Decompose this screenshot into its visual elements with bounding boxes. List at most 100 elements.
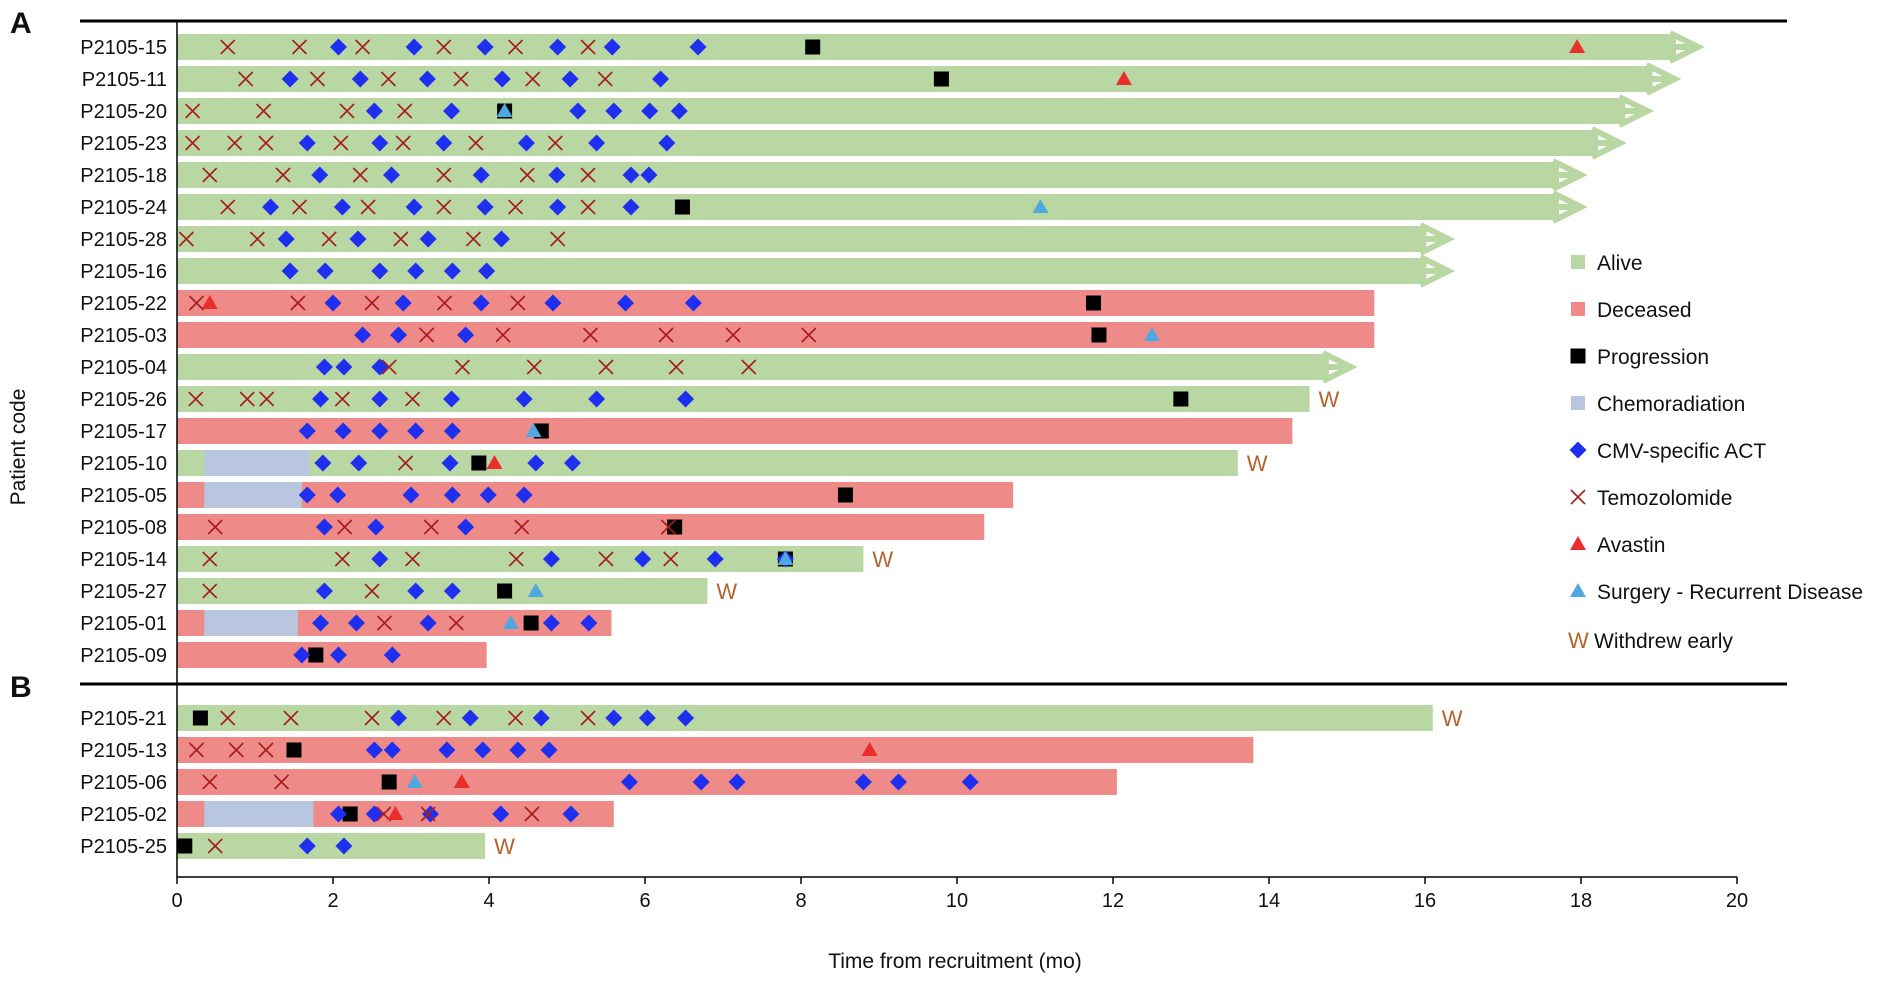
ongoing-arrow (1668, 30, 1705, 64)
temozolomide-marker (597, 71, 613, 87)
temozolomide-marker (580, 710, 596, 726)
act-marker (478, 262, 496, 280)
legend-item: W Withdrew early (1568, 628, 1733, 653)
temozolomide-marker (508, 551, 524, 567)
temozolomide-marker (228, 742, 244, 758)
legend-swatch (1571, 255, 1585, 269)
act-marker (562, 805, 580, 823)
temozolomide-marker (202, 774, 218, 790)
act-marker (658, 134, 676, 152)
temozolomide-marker (404, 551, 421, 567)
temozolomide-marker (321, 231, 337, 247)
act-marker (390, 326, 408, 344)
temozolomide-marker (202, 583, 218, 599)
temozolomide-marker (465, 231, 481, 247)
temozolomide-marker (364, 710, 380, 726)
patient-events (354, 326, 1160, 344)
act-marker (443, 102, 461, 120)
act-marker (281, 70, 299, 88)
patient-code-label: P2105-27 (80, 581, 167, 603)
panel-label: B (10, 671, 32, 704)
survival-bar (177, 386, 1310, 412)
temozolomide-marker (725, 327, 741, 343)
temozolomide-marker (580, 199, 596, 215)
act-marker (405, 198, 423, 216)
temozolomide-marker (207, 838, 223, 854)
patient-row (177, 290, 1375, 316)
progression-marker (837, 487, 853, 503)
patient-row (177, 30, 1705, 64)
act-marker (365, 741, 383, 759)
progression-marker (381, 774, 397, 790)
act-marker (684, 294, 702, 312)
survival-bar (177, 833, 486, 859)
survival-bar (177, 322, 1375, 348)
act-marker (371, 390, 389, 408)
patient-events (177, 837, 353, 855)
act-marker (603, 38, 621, 56)
act-marker (419, 614, 437, 632)
survival-bar (177, 482, 1014, 508)
survival-bar (177, 737, 1254, 763)
patient-events (202, 773, 979, 791)
temozolomide-marker (291, 39, 308, 55)
temozolomide-marker (360, 199, 376, 215)
bars-layer: W W W W W W (177, 30, 1705, 859)
act-marker (961, 773, 979, 791)
act-marker (435, 134, 453, 152)
patient-code-label: P2105-10 (80, 453, 167, 475)
act-marker (329, 805, 347, 823)
patient-code-label: P2105-20 (80, 101, 167, 123)
legend-label: Withdrew early (1594, 630, 1733, 653)
act-marker (588, 390, 606, 408)
legend: Alive Deceased Progression Chemoradiation CM… (1568, 252, 1863, 653)
x-tick-label: 6 (639, 890, 650, 912)
survival-bar (177, 514, 985, 540)
avastin-marker (861, 742, 878, 756)
temozolomide-marker (364, 583, 380, 599)
progression-marker (674, 199, 690, 215)
x-axis-title: Time from recruitment (mo) (828, 950, 1082, 973)
avastin-marker (1115, 71, 1132, 85)
legend-label: Chemoradiation (1597, 393, 1745, 416)
act-marker (347, 614, 365, 632)
act-marker (641, 102, 659, 120)
temozolomide-marker (397, 455, 414, 471)
surgery-marker (496, 103, 513, 117)
temozolomide-marker (188, 391, 204, 407)
temozolomide-marker (420, 806, 436, 822)
survival-bar (177, 226, 1427, 252)
act-marker (367, 518, 385, 536)
temozolomide-marker (178, 231, 194, 247)
patient-events (185, 102, 688, 120)
act-marker (476, 198, 494, 216)
act-marker (383, 166, 400, 184)
act-marker (549, 198, 567, 216)
patient-events (188, 741, 878, 759)
legend-label: Surgery - Recurrent Disease (1597, 581, 1863, 604)
temozolomide-marker (514, 519, 530, 535)
patient-row (177, 190, 1588, 224)
act-marker (542, 550, 560, 568)
act-marker (315, 582, 333, 600)
patient-code-label: P2105-14 (80, 549, 167, 571)
ongoing-arrow (1419, 222, 1456, 256)
act-marker (298, 134, 316, 152)
temozolomide-marker (663, 551, 679, 567)
temozolomide-marker (185, 103, 201, 119)
patient-code-label: P2105-11 (82, 69, 167, 91)
patient-code-label: P2105-23 (80, 133, 167, 155)
temozolomide-marker (238, 71, 254, 87)
act-marker (689, 38, 707, 56)
chemoradiation-segment (204, 801, 314, 827)
progression-marker (523, 615, 539, 631)
act-marker (622, 198, 640, 216)
act-marker (457, 518, 475, 536)
axes-layer: Time from recruitment (mo) Patient code … (7, 7, 1787, 973)
temozolomide-marker (436, 199, 452, 215)
act-marker (405, 38, 423, 56)
legend-swatch (1571, 396, 1585, 410)
act-marker (371, 134, 389, 152)
survival-bar (177, 258, 1427, 284)
patient-code-label: P2105-17 (80, 421, 167, 443)
